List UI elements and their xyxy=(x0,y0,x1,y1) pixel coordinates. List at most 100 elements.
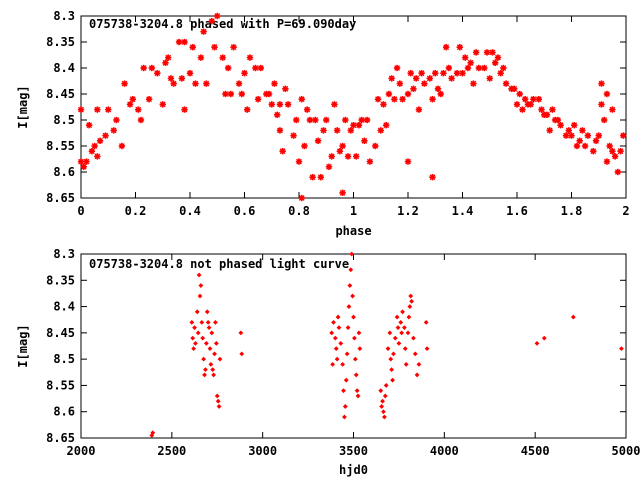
data-point xyxy=(333,346,339,352)
data-point xyxy=(162,59,169,66)
data-point xyxy=(298,194,305,202)
data-point xyxy=(456,44,463,51)
data-point xyxy=(252,64,259,72)
data-point xyxy=(432,70,439,77)
data-point xyxy=(581,142,589,150)
data-point xyxy=(331,319,336,325)
data-point xyxy=(513,101,521,108)
data-point xyxy=(429,96,436,103)
data-point xyxy=(235,80,243,87)
data-point xyxy=(325,163,333,170)
data-point xyxy=(94,153,101,160)
plot-frame xyxy=(80,253,627,439)
data-point xyxy=(342,414,347,420)
data-point xyxy=(207,346,213,352)
data-point xyxy=(576,137,583,144)
data-point xyxy=(562,132,570,139)
data-point xyxy=(534,340,540,346)
data-point xyxy=(424,346,430,352)
x-tick-label: 1 xyxy=(350,204,357,218)
data-point xyxy=(416,362,422,367)
y-tick-label: 8.4 xyxy=(53,300,75,314)
x-tick-label: 2 xyxy=(622,204,629,218)
data-point xyxy=(400,309,405,315)
y-tick-label: 8.45 xyxy=(46,326,75,340)
data-point xyxy=(475,64,483,72)
data-point xyxy=(358,116,365,124)
x-axis-label: hjd0 xyxy=(339,463,368,477)
data-point xyxy=(211,44,218,51)
data-point xyxy=(598,80,605,87)
data-point xyxy=(204,309,210,315)
data-point xyxy=(175,38,183,46)
data-point xyxy=(91,142,98,150)
data-point xyxy=(399,330,405,336)
data-point xyxy=(388,356,394,362)
data-point xyxy=(445,64,453,72)
data-point xyxy=(328,153,335,160)
data-point xyxy=(391,96,398,103)
data-point xyxy=(353,153,360,160)
data-point xyxy=(329,330,335,336)
data-point xyxy=(549,106,556,113)
data-point xyxy=(197,54,205,61)
x-tick-label: 0 xyxy=(77,204,84,218)
data-point xyxy=(276,101,284,108)
data-point xyxy=(381,414,387,420)
data-point xyxy=(448,75,455,82)
data-point xyxy=(363,116,371,124)
data-point xyxy=(405,330,411,336)
data-point xyxy=(159,101,166,108)
data-point xyxy=(222,90,229,98)
data-point xyxy=(372,142,379,150)
data-point xyxy=(415,106,423,113)
data-point xyxy=(429,174,436,181)
data-point xyxy=(191,346,197,352)
data-point xyxy=(341,388,346,394)
data-point xyxy=(113,116,120,124)
data-point xyxy=(407,70,414,77)
data-point xyxy=(214,12,221,20)
data-point xyxy=(383,122,390,129)
data-point xyxy=(210,367,216,373)
data-point xyxy=(265,90,273,98)
data-point xyxy=(148,64,156,72)
data-point xyxy=(198,283,204,288)
data-point xyxy=(434,85,442,92)
data-point xyxy=(392,335,398,341)
data-point xyxy=(472,49,480,56)
x-tick-label: 1.4 xyxy=(452,204,474,218)
data-point xyxy=(527,101,534,108)
data-point xyxy=(385,346,391,352)
data-point xyxy=(268,101,275,108)
data-point xyxy=(181,38,188,46)
y-tick-label: 8.65 xyxy=(46,431,75,445)
data-point xyxy=(214,393,220,399)
data-point xyxy=(355,122,363,129)
data-point xyxy=(598,101,605,108)
data-point xyxy=(145,96,153,103)
data-point xyxy=(196,272,202,278)
data-point xyxy=(110,127,117,134)
data-point xyxy=(595,132,602,139)
data-point xyxy=(442,44,450,51)
data-point xyxy=(486,75,493,82)
data-point xyxy=(611,153,619,160)
data-point xyxy=(423,319,429,325)
data-point xyxy=(380,101,387,108)
data-point xyxy=(339,189,346,196)
data-point xyxy=(388,75,395,82)
data-point xyxy=(381,409,386,415)
data-point xyxy=(227,90,235,98)
y-tick-label: 8.4 xyxy=(53,61,75,75)
data-point xyxy=(192,325,197,330)
data-point xyxy=(489,49,496,56)
data-point xyxy=(592,137,600,144)
data-point xyxy=(389,367,395,373)
data-point xyxy=(96,137,104,144)
data-point xyxy=(440,70,447,77)
data-point xyxy=(396,80,404,87)
data-point xyxy=(238,330,244,336)
y-tick-label: 8.5 xyxy=(53,113,75,127)
data-point xyxy=(121,80,128,87)
